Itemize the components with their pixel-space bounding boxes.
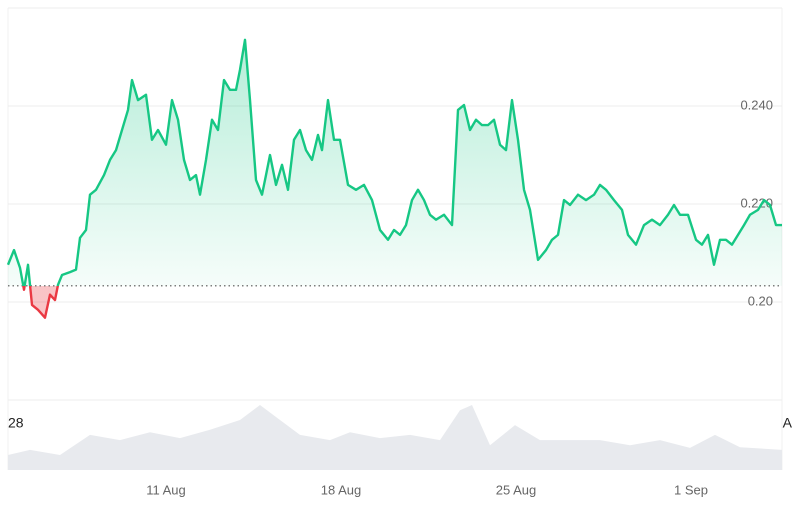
y-tick-label: 0.20 [748, 293, 773, 308]
x-tick-label: 1 Sep [674, 482, 708, 497]
range-label: A [783, 415, 793, 431]
x-tick-label: 25 Aug [496, 482, 537, 497]
x-tick-label: 18 Aug [321, 482, 362, 497]
range-label: 28 [8, 415, 24, 431]
y-tick-label: 0.240 [740, 97, 773, 112]
price-area [8, 39, 782, 318]
price-line [6, 38, 782, 319]
volume-area [8, 405, 782, 470]
x-tick-label: 11 Aug [146, 482, 186, 497]
